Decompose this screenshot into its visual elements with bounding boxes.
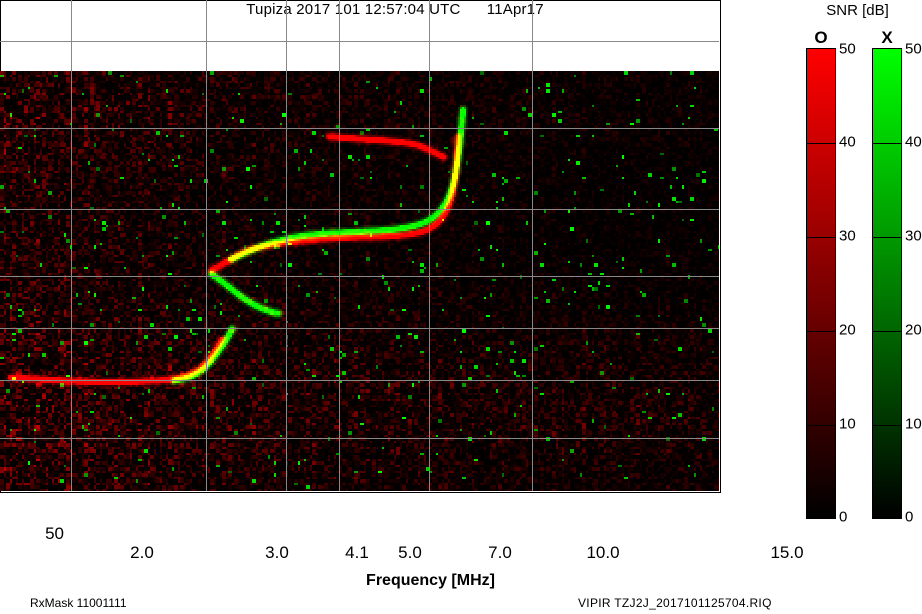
- cbar-x-label-0: 0: [905, 508, 914, 526]
- colorbar-x-letter: X: [881, 28, 893, 47]
- gridline-freq-2: [71, 0, 72, 491]
- gridline-freq-5: [339, 0, 340, 491]
- xtick-15: 15.0: [770, 543, 804, 562]
- colorbar-x-mode: [872, 48, 902, 519]
- gridline-freq-10: [532, 0, 533, 491]
- cbar-x-tick-10: [872, 425, 902, 426]
- xtick-2: 2.0: [130, 543, 154, 562]
- cbar-o-label-0: 0: [839, 508, 848, 526]
- x-axis-label: Frequency [MHz]: [366, 572, 495, 589]
- cbar-o-tick-30: [806, 237, 836, 238]
- cbar-x-tick-40: [872, 143, 902, 144]
- gridline-range-140: [0, 328, 719, 329]
- cbar-x-tick-20: [872, 331, 902, 332]
- gridline-range-500: [0, 128, 719, 129]
- rxmask-footer: RxMask 11001111: [30, 596, 127, 610]
- cbar-o-label-30: 30: [839, 227, 856, 245]
- cbar-o-label-50: 50: [839, 40, 856, 58]
- colorbar-title: SNR [dB]: [826, 2, 889, 19]
- cbar-x-label-20: 20: [905, 321, 922, 339]
- xtick-7: 7.0: [488, 543, 512, 562]
- cbar-o-tick-40: [806, 143, 836, 144]
- gridline-range-100: [0, 380, 719, 381]
- xtick-10: 10.0: [586, 543, 620, 562]
- cbar-o-tick-20: [806, 331, 836, 332]
- cbar-o-label-10: 10: [839, 415, 856, 433]
- xtick-4p1: 4.1: [345, 543, 369, 562]
- page-title: Tupiza 2017 101 12:57:04 UTC 11Apr17: [246, 1, 544, 18]
- ionogram-plot[interactable]: [0, 0, 721, 493]
- gridline-range-900: [0, 41, 719, 42]
- ytick-50: 50: [45, 524, 64, 543]
- cbar-o-label-20: 20: [839, 321, 856, 339]
- cbar-x-label-40: 40: [905, 133, 922, 151]
- gridline-range-200: [0, 276, 719, 277]
- gridline-freq-7: [429, 0, 430, 491]
- gridline-range-70: [0, 438, 719, 439]
- cbar-x-label-10: 10: [905, 415, 922, 433]
- colorbar-o-mode: [806, 48, 836, 519]
- cbar-x-label-50: 50: [905, 40, 922, 58]
- gridline-freq-4p1: [286, 0, 287, 491]
- gridline-freq-3: [206, 0, 207, 491]
- xtick-5: 5.0: [398, 543, 422, 562]
- colorbar-o-letter: O: [814, 28, 828, 47]
- gridline-range-300: [0, 209, 719, 210]
- cbar-o-tick-10: [806, 425, 836, 426]
- ionogram-image: [0, 71, 719, 491]
- cbar-x-tick-30: [872, 237, 902, 238]
- cbar-x-label-30: 30: [905, 227, 922, 245]
- xtick-3: 3.0: [265, 543, 289, 562]
- filename-footer: VIPIR TZJ2J_2017101125704.RIQ: [578, 596, 772, 610]
- cbar-o-label-40: 40: [839, 133, 856, 151]
